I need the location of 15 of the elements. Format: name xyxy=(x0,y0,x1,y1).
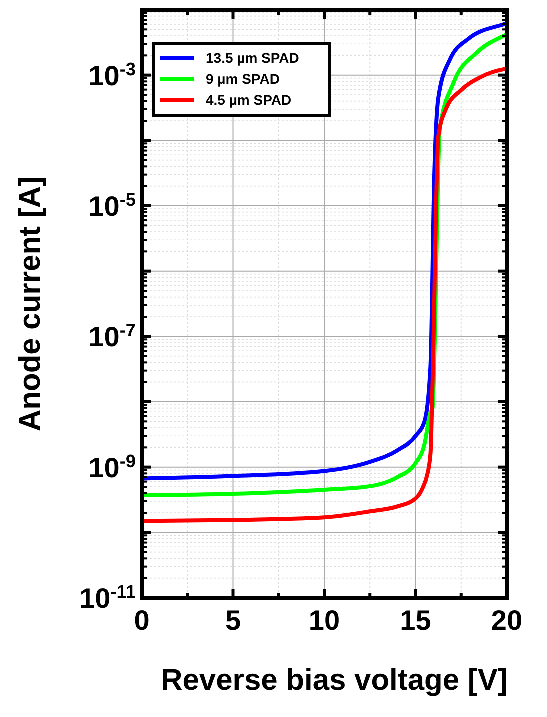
y-tick-label: 10$^{-11}$ xyxy=(80,582,136,614)
y-tick-label: 10$^{-5}$ xyxy=(88,190,136,222)
y-tick-label: 10$^{-7}$ xyxy=(88,320,136,353)
x-tick-label: 0 xyxy=(134,605,150,636)
y-tick-label: 10$^{-3}$ xyxy=(88,59,136,92)
x-tick-label: 20 xyxy=(491,605,523,636)
x-tick-label: 5 xyxy=(225,605,242,636)
x-tick-label: 10 xyxy=(308,605,340,636)
legend-label: 4.5 µm SPAD xyxy=(206,92,292,108)
legend-label: 9 µm SPAD xyxy=(206,71,280,87)
legend-label: 13.5 µm SPAD xyxy=(206,50,300,66)
x-axis-title: Reverse bias voltage [V] xyxy=(161,664,508,697)
y-tick-label: 10$^{-9}$ xyxy=(88,451,136,484)
x-tick-label: 15 xyxy=(400,605,432,636)
y-axis-title: Anode current [A] xyxy=(14,176,47,432)
